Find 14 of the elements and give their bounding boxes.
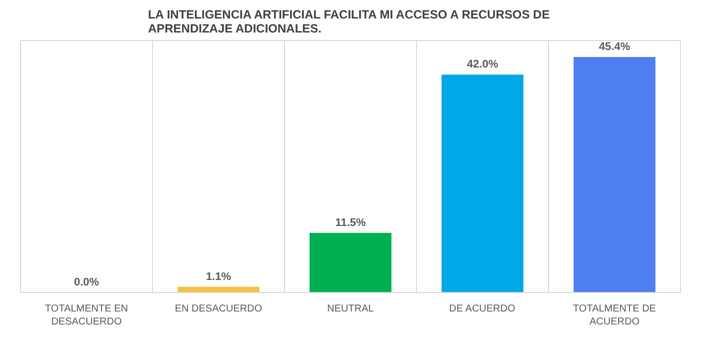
data-label: 42.0% xyxy=(466,58,498,71)
data-label: 1.1% xyxy=(206,270,232,283)
x-tick-label: TOTALMENTE EN DESACUERDO xyxy=(45,304,128,328)
data-label: 45.4% xyxy=(598,40,630,53)
bar xyxy=(442,74,524,292)
x-tick-label: EN DESACUERDO xyxy=(174,304,262,314)
x-tick-label: TOTALMENTE DE ACUERDO xyxy=(573,304,656,328)
x-tick-label: NEUTRAL xyxy=(327,304,374,314)
bar xyxy=(574,56,656,292)
chart-title: LA INTELIGENCIA ARTIFICIAL FACILITA MI ACCESO A RECURSOS DE APRENDIZAJE ADICIONALES. xyxy=(148,8,550,36)
data-label: 11.5% xyxy=(335,216,366,229)
bar xyxy=(310,232,392,292)
data-label: 0.0% xyxy=(74,276,100,288)
x-tick-label: DE ACUERDO xyxy=(449,304,516,314)
